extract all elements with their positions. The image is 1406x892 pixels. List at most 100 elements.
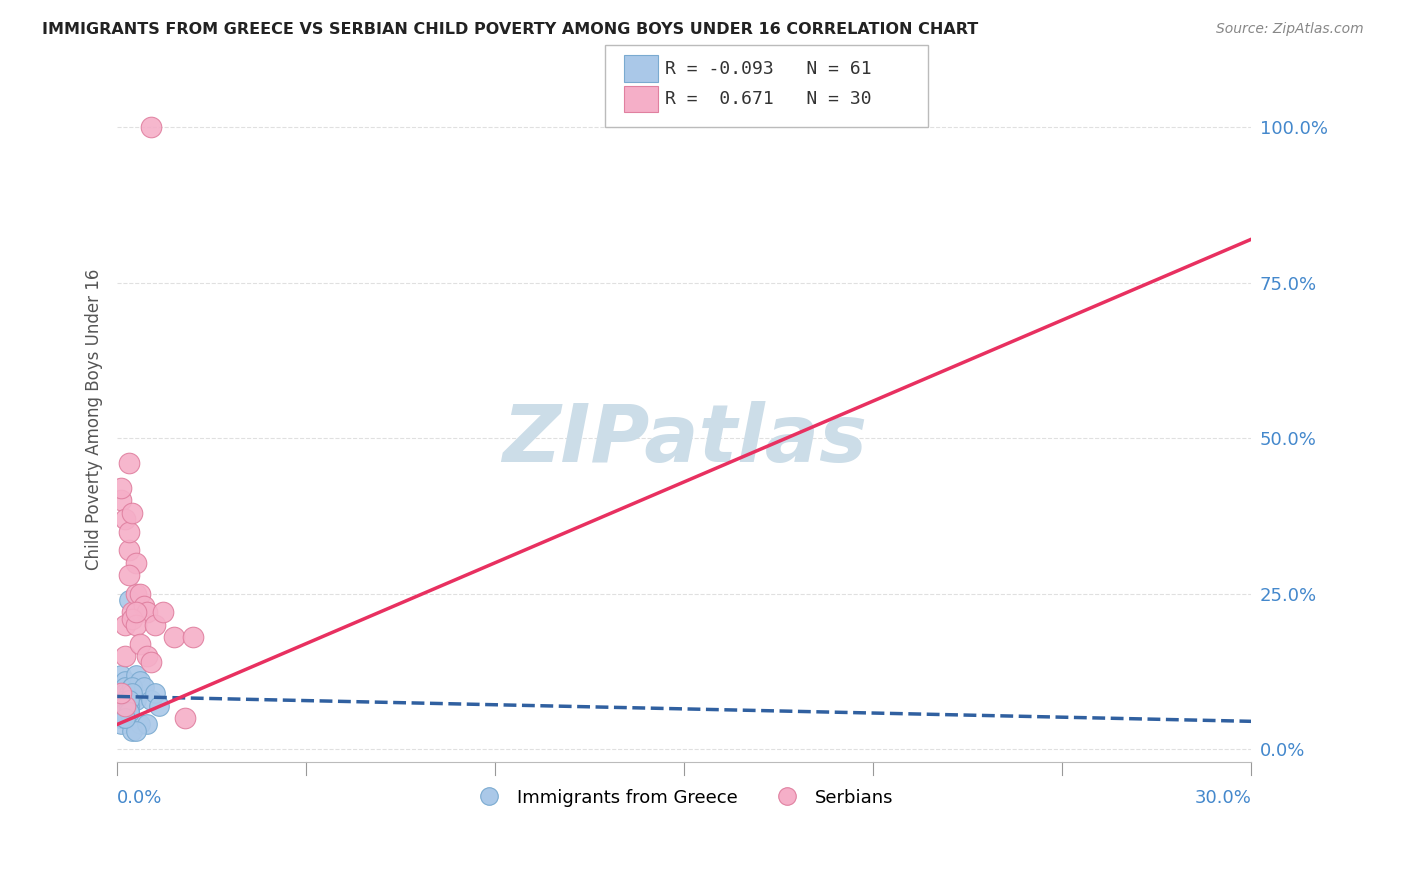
Point	[128, 636, 150, 650]
Point	[117, 692, 139, 706]
Point	[114, 686, 136, 700]
Point	[110, 711, 132, 725]
Point	[110, 667, 132, 681]
Point	[110, 711, 132, 725]
Point	[143, 618, 166, 632]
Point	[117, 568, 139, 582]
Point	[152, 606, 174, 620]
Point	[136, 717, 159, 731]
Point	[117, 456, 139, 470]
Point	[114, 673, 136, 688]
Point	[128, 587, 150, 601]
Point	[121, 680, 143, 694]
Point	[121, 680, 143, 694]
Point	[110, 481, 132, 495]
Point	[125, 556, 148, 570]
Point	[125, 606, 148, 620]
Text: ZIPatlas: ZIPatlas	[502, 401, 866, 479]
Y-axis label: Child Poverty Among Boys Under 16: Child Poverty Among Boys Under 16	[86, 268, 103, 570]
Point	[110, 686, 132, 700]
Point	[125, 606, 148, 620]
Point	[117, 686, 139, 700]
Point	[110, 717, 132, 731]
Point	[117, 698, 139, 713]
Text: 30.0%: 30.0%	[1195, 789, 1251, 807]
Point	[121, 686, 143, 700]
Point	[121, 686, 143, 700]
Point	[114, 686, 136, 700]
Point	[114, 692, 136, 706]
Point	[125, 618, 148, 632]
Point	[117, 692, 139, 706]
Point	[114, 692, 136, 706]
Point	[141, 692, 163, 706]
Point	[110, 692, 132, 706]
Point	[141, 655, 163, 669]
Point	[114, 512, 136, 526]
Point	[136, 606, 159, 620]
Point	[114, 698, 136, 713]
Point	[125, 587, 148, 601]
Point	[121, 506, 143, 520]
Point	[117, 705, 139, 719]
Point	[110, 705, 132, 719]
Point	[110, 705, 132, 719]
Legend: Immigrants from Greece, Serbians: Immigrants from Greece, Serbians	[468, 780, 901, 814]
Point	[114, 711, 136, 725]
Point	[125, 723, 148, 738]
Point	[125, 667, 148, 681]
Point	[110, 493, 132, 508]
Point	[121, 612, 143, 626]
Text: R =  0.671   N = 30: R = 0.671 N = 30	[665, 90, 872, 108]
Point	[125, 692, 148, 706]
Point	[117, 698, 139, 713]
Point	[117, 686, 139, 700]
Point	[114, 711, 136, 725]
Point	[181, 631, 204, 645]
Point	[117, 543, 139, 558]
Point	[117, 705, 139, 719]
Text: 0.0%: 0.0%	[117, 789, 163, 807]
Point	[117, 698, 139, 713]
Point	[117, 593, 139, 607]
Point	[114, 680, 136, 694]
Point	[110, 692, 132, 706]
Point	[117, 698, 139, 713]
Point	[128, 673, 150, 688]
Point	[143, 686, 166, 700]
Point	[114, 618, 136, 632]
Point	[117, 524, 139, 539]
Point	[117, 698, 139, 713]
Point	[114, 705, 136, 719]
Point	[110, 705, 132, 719]
Point	[121, 606, 143, 620]
Point	[132, 599, 155, 614]
Text: Source: ZipAtlas.com: Source: ZipAtlas.com	[1216, 22, 1364, 37]
Text: R = -0.093   N = 61: R = -0.093 N = 61	[665, 60, 872, 78]
Point	[114, 705, 136, 719]
Point	[114, 711, 136, 725]
Point	[174, 711, 197, 725]
Point	[117, 705, 139, 719]
Point	[163, 631, 186, 645]
Point	[132, 680, 155, 694]
Point	[114, 711, 136, 725]
Text: IMMIGRANTS FROM GREECE VS SERBIAN CHILD POVERTY AMONG BOYS UNDER 16 CORRELATION : IMMIGRANTS FROM GREECE VS SERBIAN CHILD …	[42, 22, 979, 37]
Point	[114, 680, 136, 694]
Point	[110, 705, 132, 719]
Point	[110, 711, 132, 725]
Point	[141, 120, 163, 135]
Point	[110, 711, 132, 725]
Point	[114, 698, 136, 713]
Point	[121, 680, 143, 694]
Point	[148, 698, 170, 713]
Point	[136, 648, 159, 663]
Point	[128, 717, 150, 731]
Point	[121, 723, 143, 738]
Point	[114, 692, 136, 706]
Point	[117, 692, 139, 706]
Point	[121, 692, 143, 706]
Point	[114, 698, 136, 713]
Point	[114, 648, 136, 663]
Point	[114, 698, 136, 713]
